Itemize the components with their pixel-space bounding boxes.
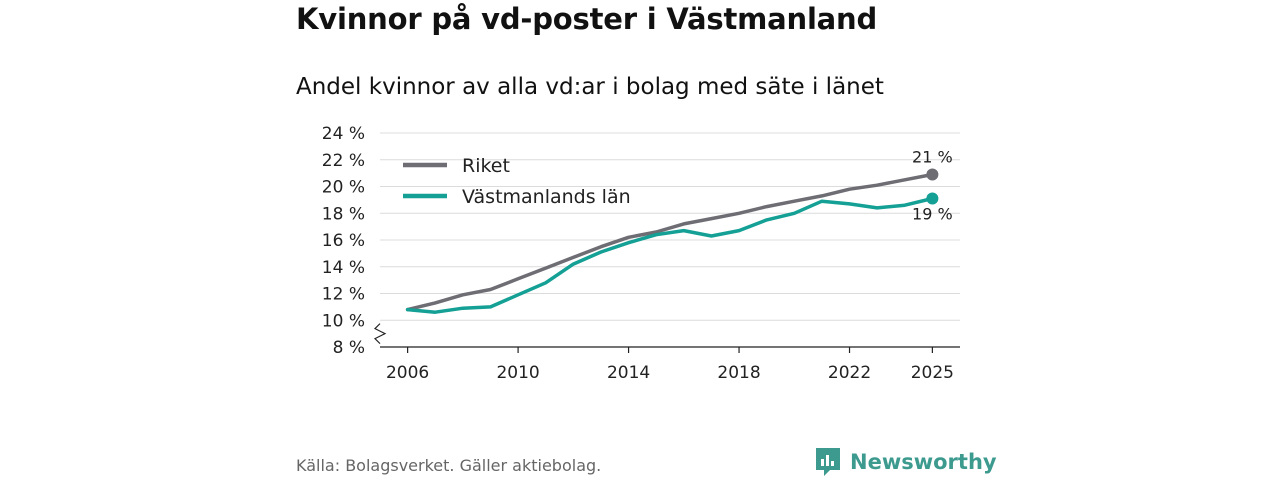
series-end-label: 19 %: [912, 205, 953, 224]
x-tick-label: 2025: [911, 363, 954, 383]
legend-label: Riket: [462, 155, 510, 177]
series-line-riket: [405, 172, 935, 312]
series-end-marker: [926, 168, 939, 181]
y-tick-label: 14 %: [322, 258, 365, 278]
y-tick-label: 24 %: [322, 124, 365, 144]
chart-subtitle: Andel kvinnor av alla vd:ar i bolag med …: [296, 74, 884, 100]
series-line-vastmanland: [405, 196, 935, 314]
newsworthy-logo-icon: [816, 448, 840, 476]
y-tick-label: 20 %: [322, 178, 365, 198]
x-tick-label: 2018: [717, 363, 760, 383]
y-tick-label: 22 %: [322, 151, 365, 171]
chart-title: Kvinnor på vd-poster i Västmanland: [296, 2, 878, 36]
series-end-label: 21 %: [912, 147, 953, 166]
source-note: Källa: Bolagsverket. Gäller aktiebolag.: [296, 456, 602, 475]
brand-logo: Newsworthy: [814, 446, 997, 478]
y-tick-label: 10 %: [322, 311, 365, 331]
x-tick-label: 2022: [828, 363, 871, 383]
y-tick-label: 16 %: [322, 231, 365, 251]
brand-name: Newsworthy: [850, 450, 997, 474]
series-end-marker: [926, 192, 939, 205]
legend-label: Västmanlands län: [462, 186, 631, 208]
y-tick-label: 12 %: [322, 285, 365, 305]
x-tick-label: 2006: [386, 363, 429, 383]
x-tick-label: 2010: [496, 363, 539, 383]
axis-break-mark: [373, 323, 387, 345]
y-tick-label: 8 %: [333, 338, 365, 358]
x-tick-label: 2014: [607, 363, 650, 383]
y-tick-label: 18 %: [322, 204, 365, 224]
